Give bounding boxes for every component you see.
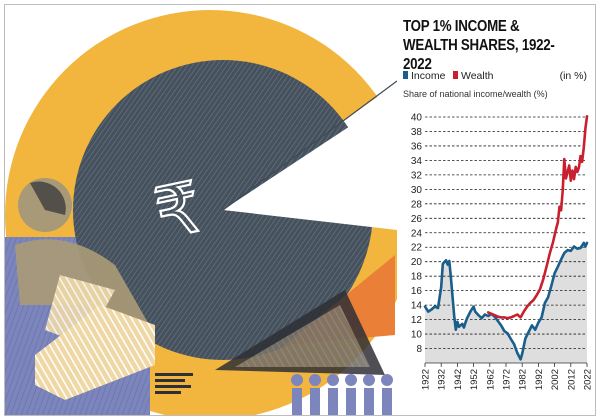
y-tick-label-8: 8 — [416, 344, 422, 355]
chart-panel: TOP 1% INCOME & WEALTH SHARES, 1922-2022… — [397, 5, 595, 415]
x-tick-label-1992: 1992 — [534, 369, 545, 390]
y-tick-label-14: 14 — [411, 301, 423, 312]
legend-wealth-label: Wealth — [461, 70, 494, 82]
y-tick-label-36: 36 — [411, 141, 423, 152]
chart-svg: Income Wealth (in %) Share of national i… — [403, 70, 594, 391]
beam-line — [222, 80, 397, 211]
x-tick-label-2002: 2002 — [550, 369, 561, 390]
y-tick-label-30: 30 — [411, 185, 423, 196]
dark-triangle-stripes — [235, 305, 370, 367]
legend-income-label: Income — [411, 70, 446, 82]
x-tick-label-1972: 1972 — [502, 369, 513, 390]
legend-wealth-swatch — [453, 71, 458, 79]
caption-lines — [155, 373, 193, 394]
x-tick-label-2012: 2012 — [566, 369, 577, 390]
chart-title: TOP 1% INCOME & WEALTH SHARES, 1922-2022 — [403, 18, 555, 73]
y-tick-label-40: 40 — [411, 113, 423, 124]
y-tick-label-28: 28 — [411, 199, 423, 210]
unit-note: (in %) — [560, 70, 587, 82]
y-tick-label-34: 34 — [411, 156, 423, 167]
x-tick-label-1982: 1982 — [518, 369, 529, 390]
x-tick-label-1962: 1962 — [485, 369, 496, 390]
y-tick-label-22: 22 — [411, 243, 423, 254]
y-tick-label-24: 24 — [411, 228, 423, 239]
y-tick-label-10: 10 — [411, 330, 423, 341]
x-tick-label-1942: 1942 — [453, 369, 464, 390]
crowd-figures — [291, 374, 393, 415]
head-shadow — [30, 181, 66, 215]
striped-sleeve — [45, 275, 115, 345]
x-tick-label-1922: 1922 — [421, 369, 432, 390]
y-tick-label-38: 38 — [411, 127, 423, 138]
y-axis-label: Share of national income/wealth (%) — [403, 89, 548, 99]
y-tick-label-20: 20 — [411, 257, 423, 268]
x-tick-label-2022: 2022 — [583, 369, 594, 390]
series-line-wealth — [486, 115, 589, 320]
income-area-fill — [425, 242, 587, 363]
x-tick-label-1952: 1952 — [469, 369, 480, 390]
y-tick-label-32: 32 — [411, 170, 423, 181]
y-tick-label-16: 16 — [411, 286, 423, 297]
series-line-income — [423, 241, 589, 361]
legend-income-swatch — [403, 71, 408, 79]
x-tick-label-1932: 1932 — [437, 369, 448, 390]
striped-arm — [35, 305, 155, 400]
y-tick-label-26: 26 — [411, 214, 423, 225]
disk-mouth — [223, 95, 397, 230]
rupee-illustration: ₹ — [5, 10, 397, 415]
figure-frame: ₹ TOP 1% INCOME & WEALTH SHARES, 1922-20… — [4, 4, 596, 416]
y-tick-label-18: 18 — [411, 272, 423, 283]
y-tick-label-12: 12 — [411, 315, 423, 326]
